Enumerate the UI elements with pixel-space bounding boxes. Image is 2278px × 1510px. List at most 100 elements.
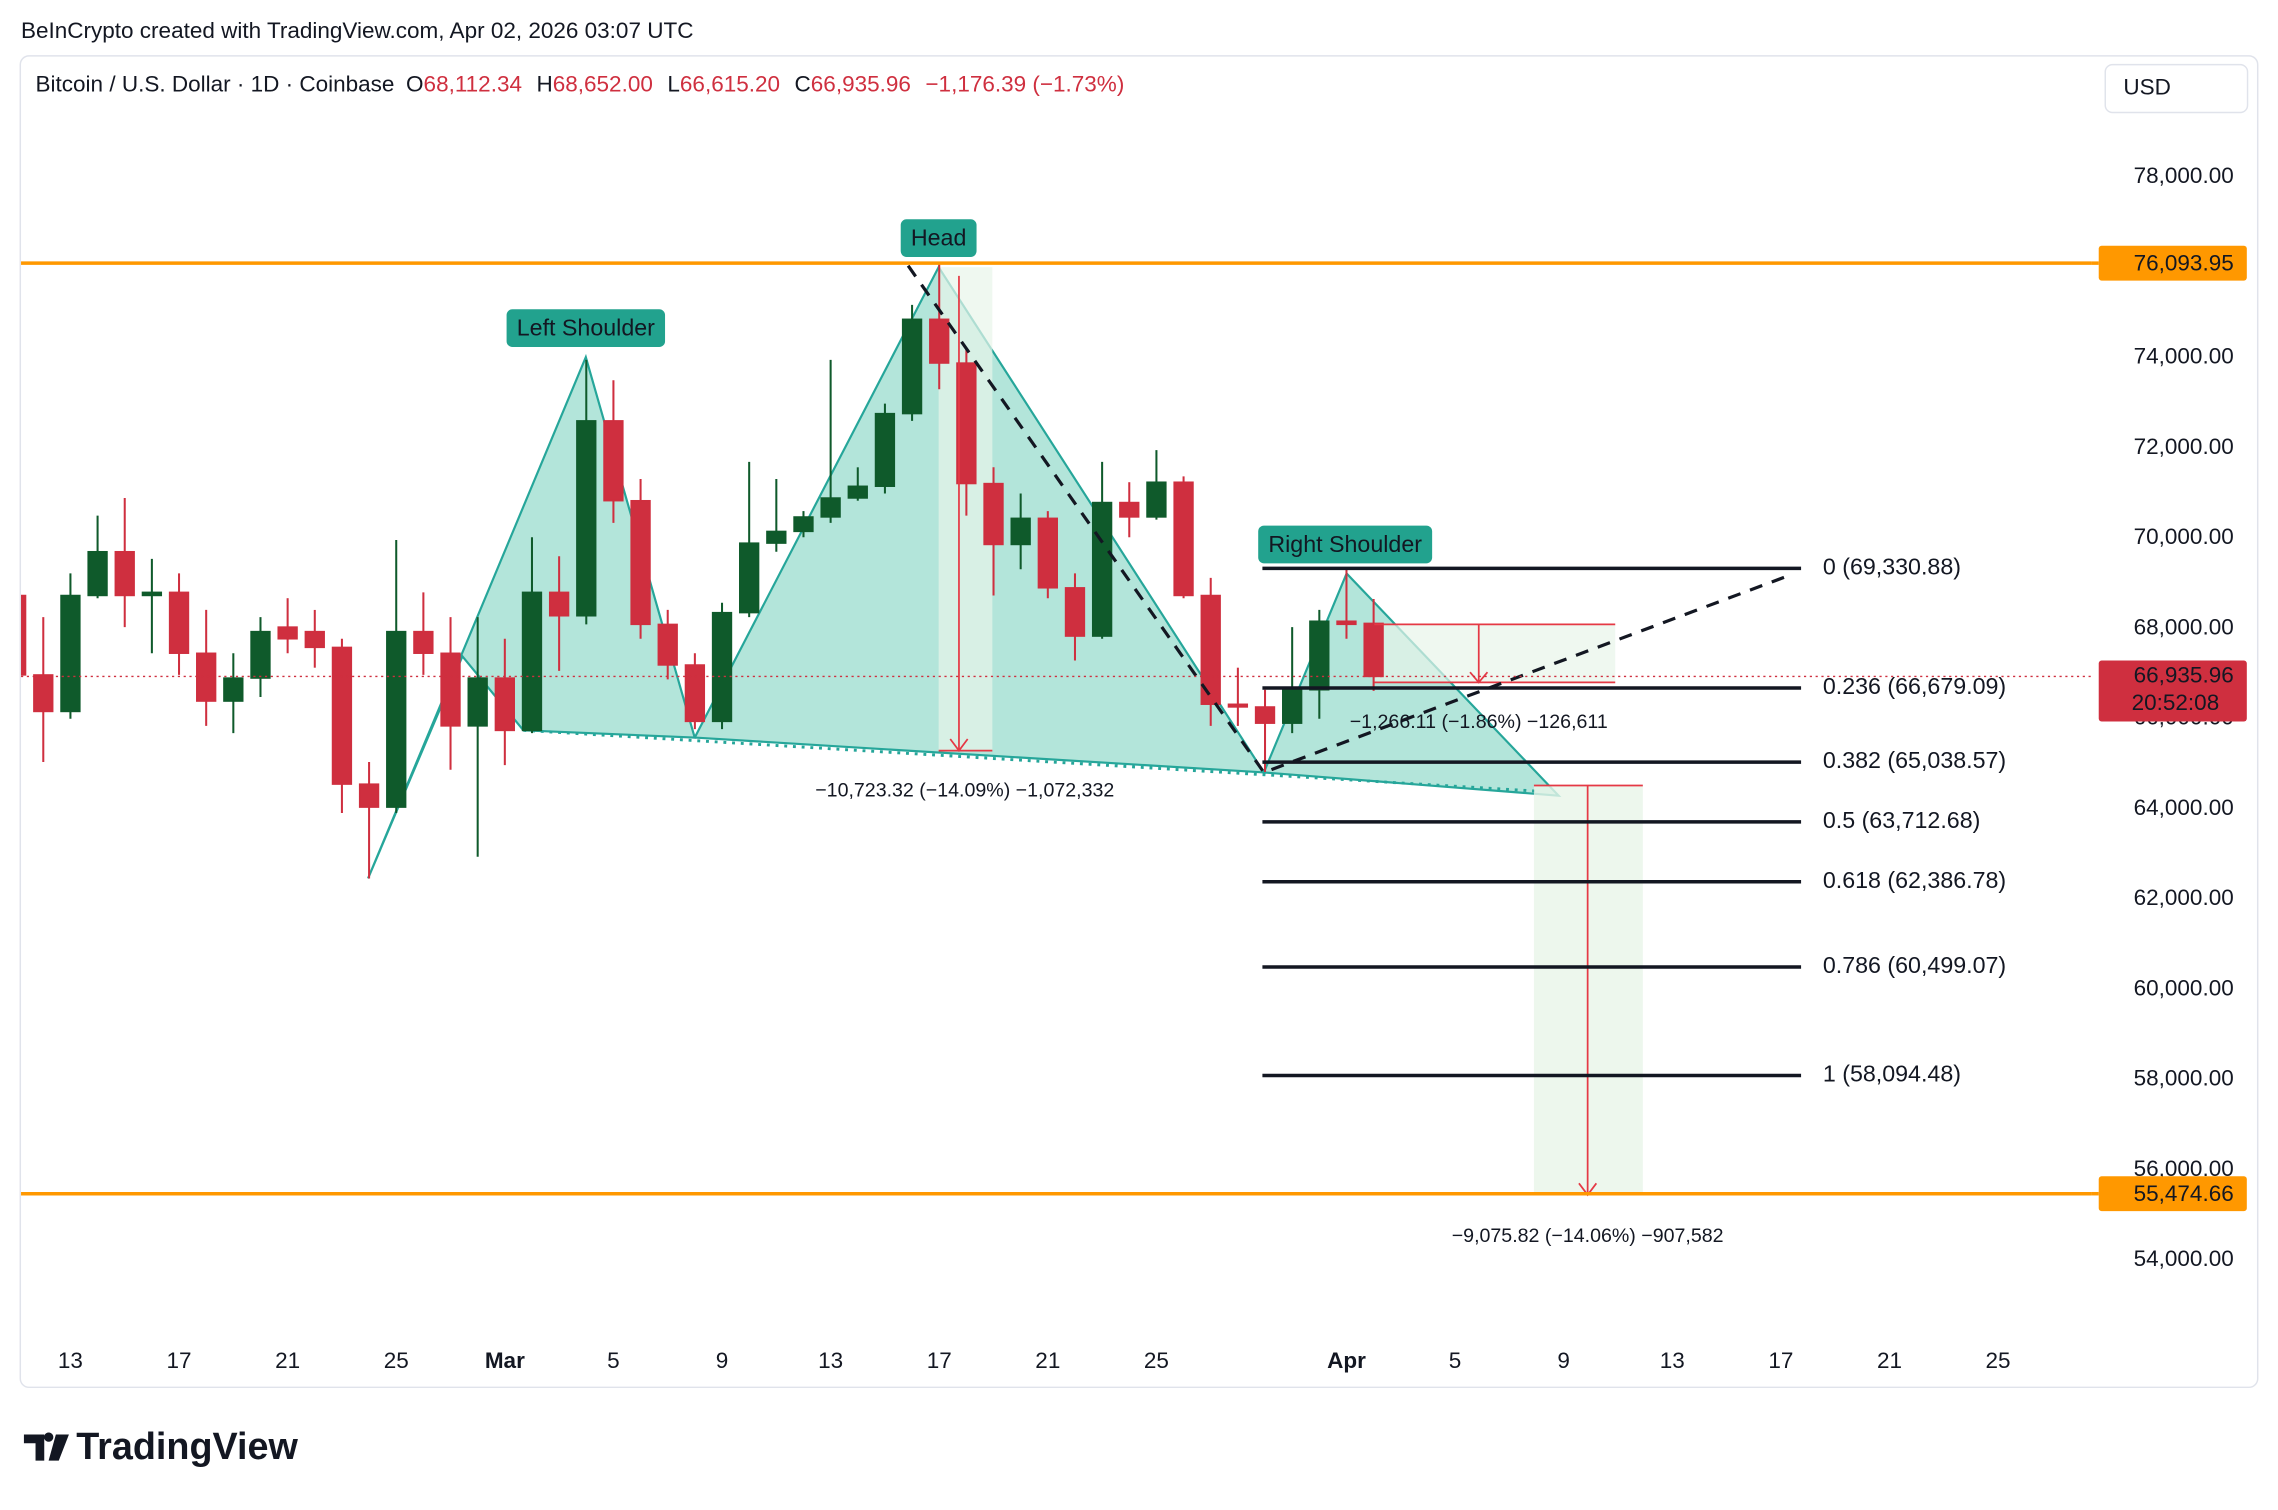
annotation-box: [1258, 525, 1433, 564]
x-tick-label: 9: [1557, 1348, 1570, 1373]
fib-label: 0.5 (63,712.68): [1823, 807, 1981, 833]
last-price-label: 66,935.96: [2134, 662, 2234, 687]
candle-body: [630, 499, 651, 626]
currency[interactable]: USD: [2123, 75, 2171, 100]
annotation: Head: [911, 225, 967, 251]
candle-body: [956, 362, 977, 485]
measurement-label: −1,266.11 (−1.86%) −126,611: [1350, 711, 1608, 733]
change: −1,176.39 (−1.73%): [925, 72, 1124, 97]
candle-body: [1010, 517, 1031, 546]
ohlc-value: 68,112.34: [424, 72, 522, 97]
candle-body: [983, 482, 1004, 546]
logo-text: TradingView: [76, 1425, 298, 1467]
candle-body: [1173, 481, 1194, 597]
logo: TradingView: [23, 1425, 298, 1467]
symbol-title: Bitcoin / U.S. Dollar · 1D · Coinbase: [36, 72, 395, 97]
x-tick-label: 25: [384, 1348, 409, 1373]
candle-body: [1336, 620, 1357, 626]
x-tick-label: 17: [1768, 1348, 1793, 1373]
y-tick-label: 62,000.00: [2134, 885, 2234, 910]
candle-body: [1119, 501, 1140, 518]
candle-body: [739, 542, 760, 614]
candle-body: [576, 420, 597, 617]
level-label-box: [2098, 1176, 2247, 1212]
fib-label: 0.382 (65,038.57): [1823, 747, 2006, 773]
plot-area: 0 (69,330.88) 0.236 (66,679.09) 0.382 (65,…: [21, 219, 2092, 1247]
y-tick-label: 72,000.00: [2134, 434, 2234, 459]
candle-body: [603, 420, 624, 502]
measure-arrow: [949, 738, 969, 753]
ohlc-value: 66,615.20: [680, 72, 780, 97]
candle-body: [1146, 481, 1167, 518]
fib-label: 0 (69,330.88): [1823, 554, 1961, 580]
x-tick-label: 21: [1877, 1348, 1902, 1373]
x-tick-label: 9: [716, 1348, 729, 1373]
candle-body: [223, 677, 244, 702]
fib-label: 0.786 (60,499.07): [1823, 952, 2006, 978]
candles: [21, 263, 1384, 879]
candle-body: [1037, 517, 1058, 589]
candle-body: [847, 485, 868, 499]
candle-body: [929, 318, 950, 364]
candle-body: [467, 677, 488, 727]
annotation-box: [506, 309, 666, 348]
measure-lines: [938, 275, 1643, 1197]
y-tick-label: 54,000.00: [2134, 1246, 2234, 1271]
annotation: Left Shoulder: [517, 315, 655, 341]
level-label: 55,474.66: [2134, 1181, 2234, 1206]
candle-body: [250, 630, 271, 679]
candle-body: [1363, 622, 1384, 678]
candle-body: [820, 497, 841, 518]
last-price-box: [2098, 660, 2247, 722]
candle-body: [1227, 703, 1249, 708]
candle-body: [358, 783, 380, 808]
candle-body: [684, 664, 706, 723]
x-tick-label: 21: [275, 1348, 300, 1373]
ohlc-value: 68,652.00: [553, 72, 653, 97]
candle-body: [901, 318, 923, 415]
y-tick-label: 58,000.00: [2134, 1066, 2234, 1091]
measure-box: [1374, 624, 1616, 683]
candle-body: [874, 412, 896, 487]
y-tick-label: 60,000.00: [2134, 975, 2234, 1000]
candle-body: [548, 591, 570, 617]
x-tick-label: 13: [1660, 1348, 1685, 1373]
y-tick-label: 68,000.00: [2134, 614, 2234, 639]
annotation: Right Shoulder: [1268, 531, 1422, 557]
ohlc-key: O: [406, 72, 424, 97]
candle-body: [793, 516, 814, 533]
candle-body: [168, 591, 190, 654]
x-tick-label: Mar: [485, 1348, 525, 1373]
candle-body: [1309, 620, 1330, 691]
fib-label: 0.618 (62,386.78): [1823, 867, 2006, 893]
candle-body: [1254, 706, 1276, 724]
x-tick-label: 13: [58, 1348, 83, 1373]
candle-body: [33, 674, 54, 713]
measurement-label: −10,723.32 (−14.09%) −1,072,332: [815, 779, 1114, 801]
candle-body: [331, 646, 353, 785]
x-tick-label: 17: [927, 1348, 952, 1373]
candle-body: [657, 623, 678, 666]
candle-body: [711, 611, 733, 723]
x-tick-label: 25: [1144, 1348, 1169, 1373]
annotation-box: [900, 219, 977, 257]
ohlc-value: 66,935.96: [811, 72, 911, 97]
y-tick-label: 74,000.00: [2134, 344, 2234, 369]
y-tick-label: 64,000.00: [2134, 795, 2234, 820]
candle-body: [521, 591, 543, 732]
candle-body: [440, 652, 461, 727]
ohlc-key: H: [537, 72, 553, 97]
legend-line: Bitcoin / U.S. Dollar · 1D · Coinbase O68…: [36, 72, 1125, 97]
candle-body: [386, 630, 407, 808]
candle-body: [60, 594, 81, 713]
attribution: BeInCrypto created with TradingView.com,…: [21, 18, 693, 43]
candle-body: [114, 550, 135, 597]
candle-body: [413, 630, 434, 654]
chart-frame: [19, 55, 2259, 1389]
currency-button[interactable]: [2104, 63, 2249, 114]
x-tick-label: 21: [1035, 1348, 1060, 1373]
level-label-box: [2098, 245, 2247, 281]
candle-body: [1091, 501, 1113, 637]
measurement-label: −9,075.82 (−14.06%) −907,582: [1452, 1225, 1724, 1247]
